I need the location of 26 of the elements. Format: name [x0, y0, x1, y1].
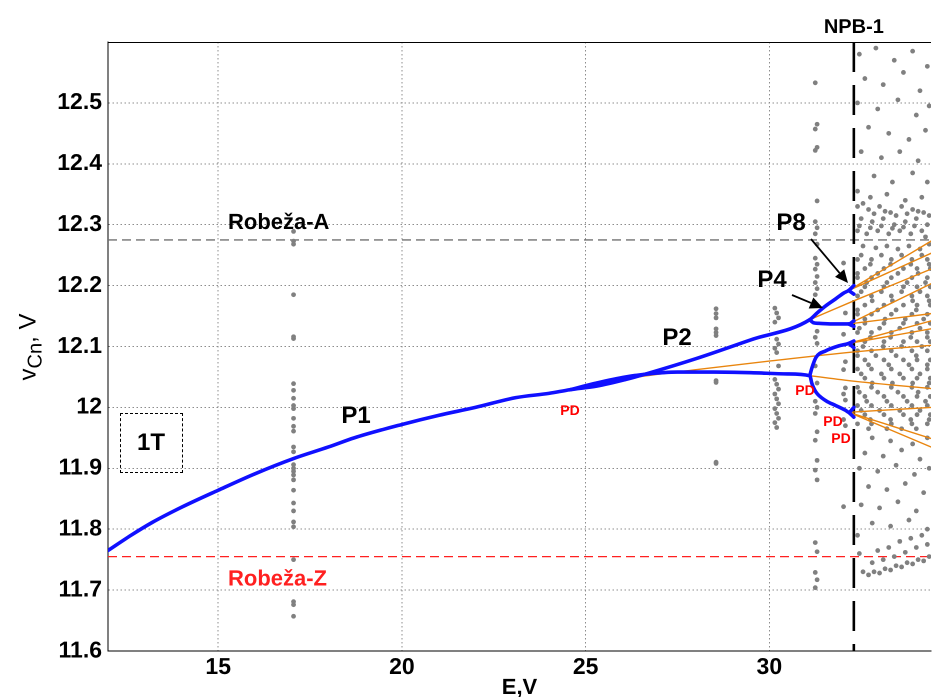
ref-line-label: Robeža-A — [228, 208, 330, 234]
annotation: PD — [823, 413, 843, 429]
y-tick-label: 11.7 — [58, 575, 102, 602]
annotation: P2 — [662, 324, 692, 352]
y-tick-label: 11.9 — [58, 454, 102, 480]
y-tick-label: 12.5 — [57, 88, 102, 114]
ref-line-label: NPB-1 — [824, 16, 884, 38]
x-tick-label: 15 — [205, 653, 232, 680]
y-tick-label: 11.6 — [58, 636, 102, 662]
x-tick-label: 25 — [572, 653, 599, 680]
y-tick-label: 12.2 — [57, 270, 102, 297]
y-tick-label: 12.1 — [57, 332, 102, 358]
x-tick-label: 20 — [389, 653, 415, 680]
annotation: P1 — [341, 402, 371, 430]
y-tick-label: 12.3 — [57, 210, 102, 236]
ref-line-label: Robeža-Z — [228, 566, 327, 591]
y-tick-label: 11.8 — [58, 514, 102, 541]
y-tick-label: 12.4 — [57, 149, 102, 176]
y-tick-label: 12 — [76, 392, 102, 419]
annotation: P8 — [776, 209, 806, 237]
annotation: P4 — [757, 266, 787, 294]
annotation: 1T — [136, 429, 166, 457]
annotation: PD — [831, 430, 851, 446]
annotation: PD — [560, 402, 580, 418]
x-tick-label: 30 — [756, 653, 782, 680]
annotation: PD — [795, 382, 815, 398]
